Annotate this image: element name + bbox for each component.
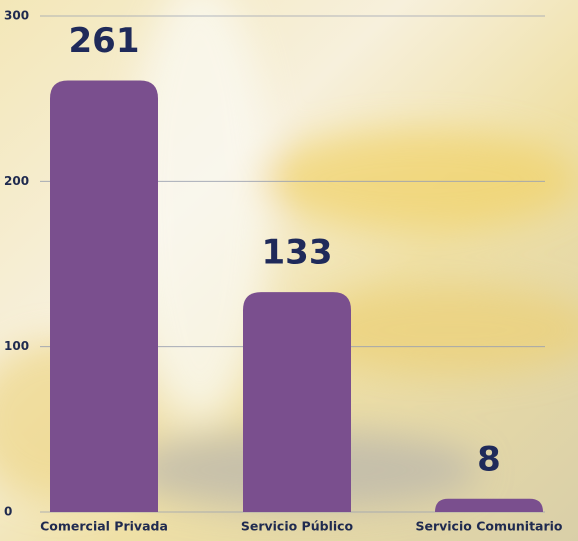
bar [50, 80, 158, 512]
value-label: 261 [69, 21, 140, 61]
x-tick-label: Servicio Comunitario [415, 519, 562, 534]
value-label: 8 [477, 439, 501, 479]
y-tick-label: 100 [4, 339, 29, 353]
y-tick-label: 300 [4, 9, 29, 23]
bar [243, 292, 351, 512]
value-label: 133 [262, 233, 333, 273]
x-tick-label: Comercial Privada [40, 519, 168, 534]
y-tick-label: 200 [4, 174, 29, 188]
bar [435, 498, 543, 512]
y-tick-label: 0 [4, 505, 12, 519]
x-tick-label: Servicio Público [241, 519, 354, 534]
